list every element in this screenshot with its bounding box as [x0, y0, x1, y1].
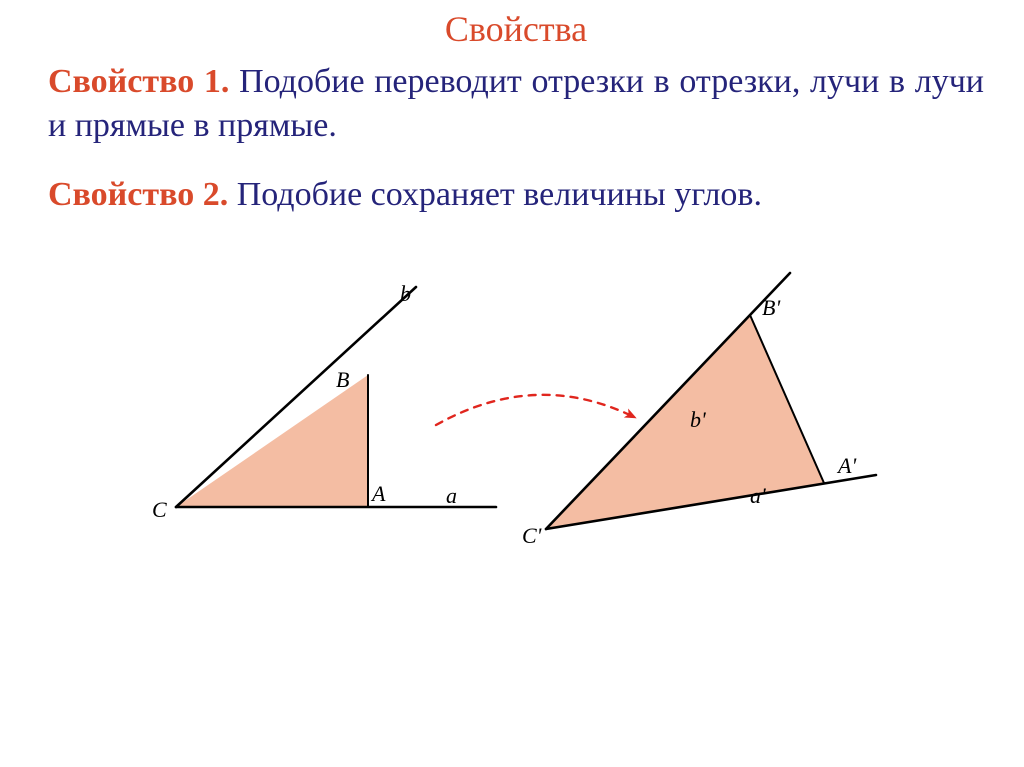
- label-B-prime: B': [762, 295, 780, 320]
- label-A-prime: A': [836, 453, 856, 478]
- label-b-prime: b': [690, 407, 706, 432]
- slide: Свойства Свойство 1. Подобие переводит о…: [0, 0, 1024, 767]
- page-title: Свойства: [48, 8, 984, 50]
- label-A: A: [370, 481, 386, 506]
- triangle-left-fill: [176, 375, 368, 507]
- property-1: Свойство 1. Подобие переводит отрезки в …: [48, 60, 984, 147]
- property-2-lead: Свойство 2.: [48, 176, 228, 213]
- mapping-arrow: [436, 394, 634, 424]
- property-1-lead: Свойство 1.: [48, 63, 229, 100]
- label-a-prime: a': [750, 483, 766, 508]
- similarity-figure: b B Aa C B' b' a' A' C': [136, 257, 896, 577]
- label-C-prime: C': [522, 523, 542, 548]
- label-C: C: [152, 497, 167, 522]
- property-2-text: Подобие сохраняет величины углов.: [228, 176, 762, 213]
- triangle-right-fill: [546, 315, 824, 529]
- label-b: b: [400, 281, 411, 306]
- figure-container: b B Aa C B' b' a' A' C': [48, 257, 984, 577]
- label-B: B: [336, 367, 349, 392]
- label-a: a: [446, 483, 457, 508]
- property-2: Свойство 2. Подобие сохраняет величины у…: [48, 173, 984, 217]
